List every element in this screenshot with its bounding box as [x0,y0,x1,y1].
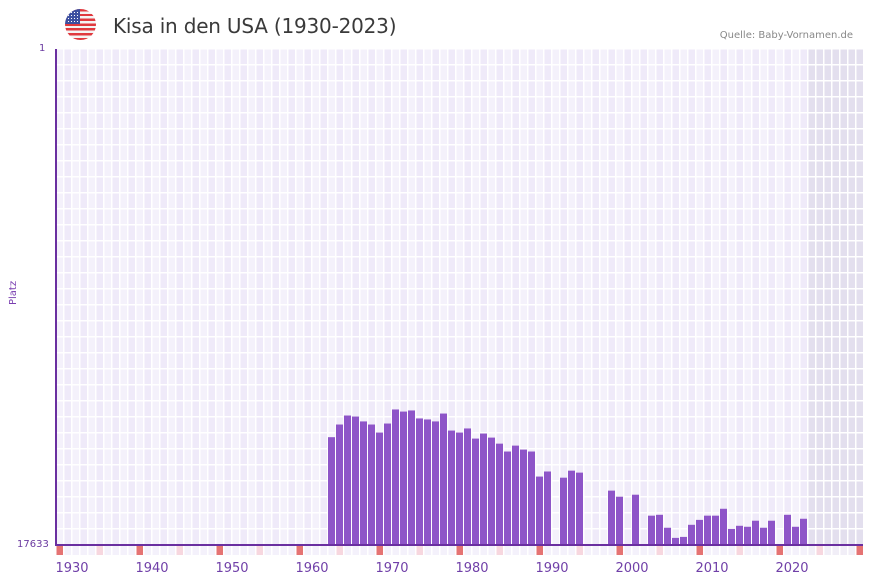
bar-2009[interactable] [704,515,711,545]
x-tick-1950: 1950 [215,561,249,576]
bar-1970[interactable] [392,409,399,545]
bar-2015[interactable] [752,520,759,545]
bar-1978[interactable] [456,432,463,545]
x-tick-1990: 1990 [535,561,569,576]
bar-2020[interactable] [792,526,799,545]
bar-1980[interactable] [472,438,479,545]
bar-2014[interactable] [744,526,751,545]
x-tick-1970: 1970 [375,561,409,576]
bar-2003[interactable] [656,514,663,545]
bar-1983[interactable] [496,443,503,545]
bar-2017[interactable] [768,520,775,545]
bar-2004[interactable] [664,527,671,545]
bar-1987[interactable] [528,451,535,545]
bar-1962[interactable] [328,437,335,545]
y-tick-top: 1 [39,43,46,54]
bar-2002[interactable] [648,515,655,545]
bar-1964[interactable] [344,415,351,545]
bar-1977[interactable] [448,430,455,545]
bar-1973[interactable] [416,418,423,545]
bar-1971[interactable] [400,411,407,545]
bar-1981[interactable] [480,433,487,545]
bar-2006[interactable] [680,536,687,545]
x-tick-1940: 1940 [135,561,169,576]
bar-2010[interactable] [712,515,719,545]
bar-1966[interactable] [360,421,367,545]
bar-1986[interactable] [520,449,527,545]
source-label: Quelle: Baby-Vornamen.de [719,30,853,41]
bar-1992[interactable] [568,470,575,545]
y-tick-bottom: 17633 [17,539,49,550]
bar-1963[interactable] [336,424,343,545]
bar-2011[interactable] [720,508,727,545]
bar-1969[interactable] [384,423,391,545]
x-tick-2020: 2020 [775,561,809,576]
x-tick-2010: 2010 [695,561,729,576]
x-tick-1930: 1930 [55,561,89,576]
bar-2007[interactable] [688,524,695,545]
x-tick-2000: 2000 [615,561,649,576]
bar-1972[interactable] [408,410,415,545]
x-axis-line [55,544,863,546]
bar-2019[interactable] [784,514,791,545]
bar-1998[interactable] [616,496,623,545]
plot-area [56,49,863,555]
bar-1967[interactable] [368,424,375,545]
bar-1985[interactable] [512,445,519,545]
bar-1965[interactable] [352,416,359,545]
y-axis-line [55,49,57,546]
bar-2013[interactable] [736,525,743,545]
bar-2005[interactable] [672,537,679,545]
bar-2016[interactable] [760,527,767,545]
bar-1968[interactable] [376,432,383,545]
bar-2008[interactable] [696,519,703,545]
bar-1975[interactable] [432,421,439,545]
x-tick-1980: 1980 [455,561,489,576]
bar-1988[interactable] [536,476,543,545]
bar-2021[interactable] [800,518,807,545]
bar-1976[interactable] [440,413,447,545]
bar-2000[interactable] [632,494,639,545]
bar-1974[interactable] [424,419,431,545]
y-axis-label: Platz [8,280,19,305]
chart-title: Kisa in den USA (1930-2023) [113,14,397,38]
bar-1984[interactable] [504,451,511,545]
bar-2012[interactable] [728,528,735,545]
bar-1993[interactable] [576,472,583,545]
bar-1982[interactable] [488,437,495,545]
x-tick-1960: 1960 [295,561,329,576]
bar-1997[interactable] [608,490,615,545]
us-flag-icon [65,9,96,40]
bar-1991[interactable] [560,477,567,545]
bar-1989[interactable] [544,471,551,545]
bar-1979[interactable] [464,428,471,545]
